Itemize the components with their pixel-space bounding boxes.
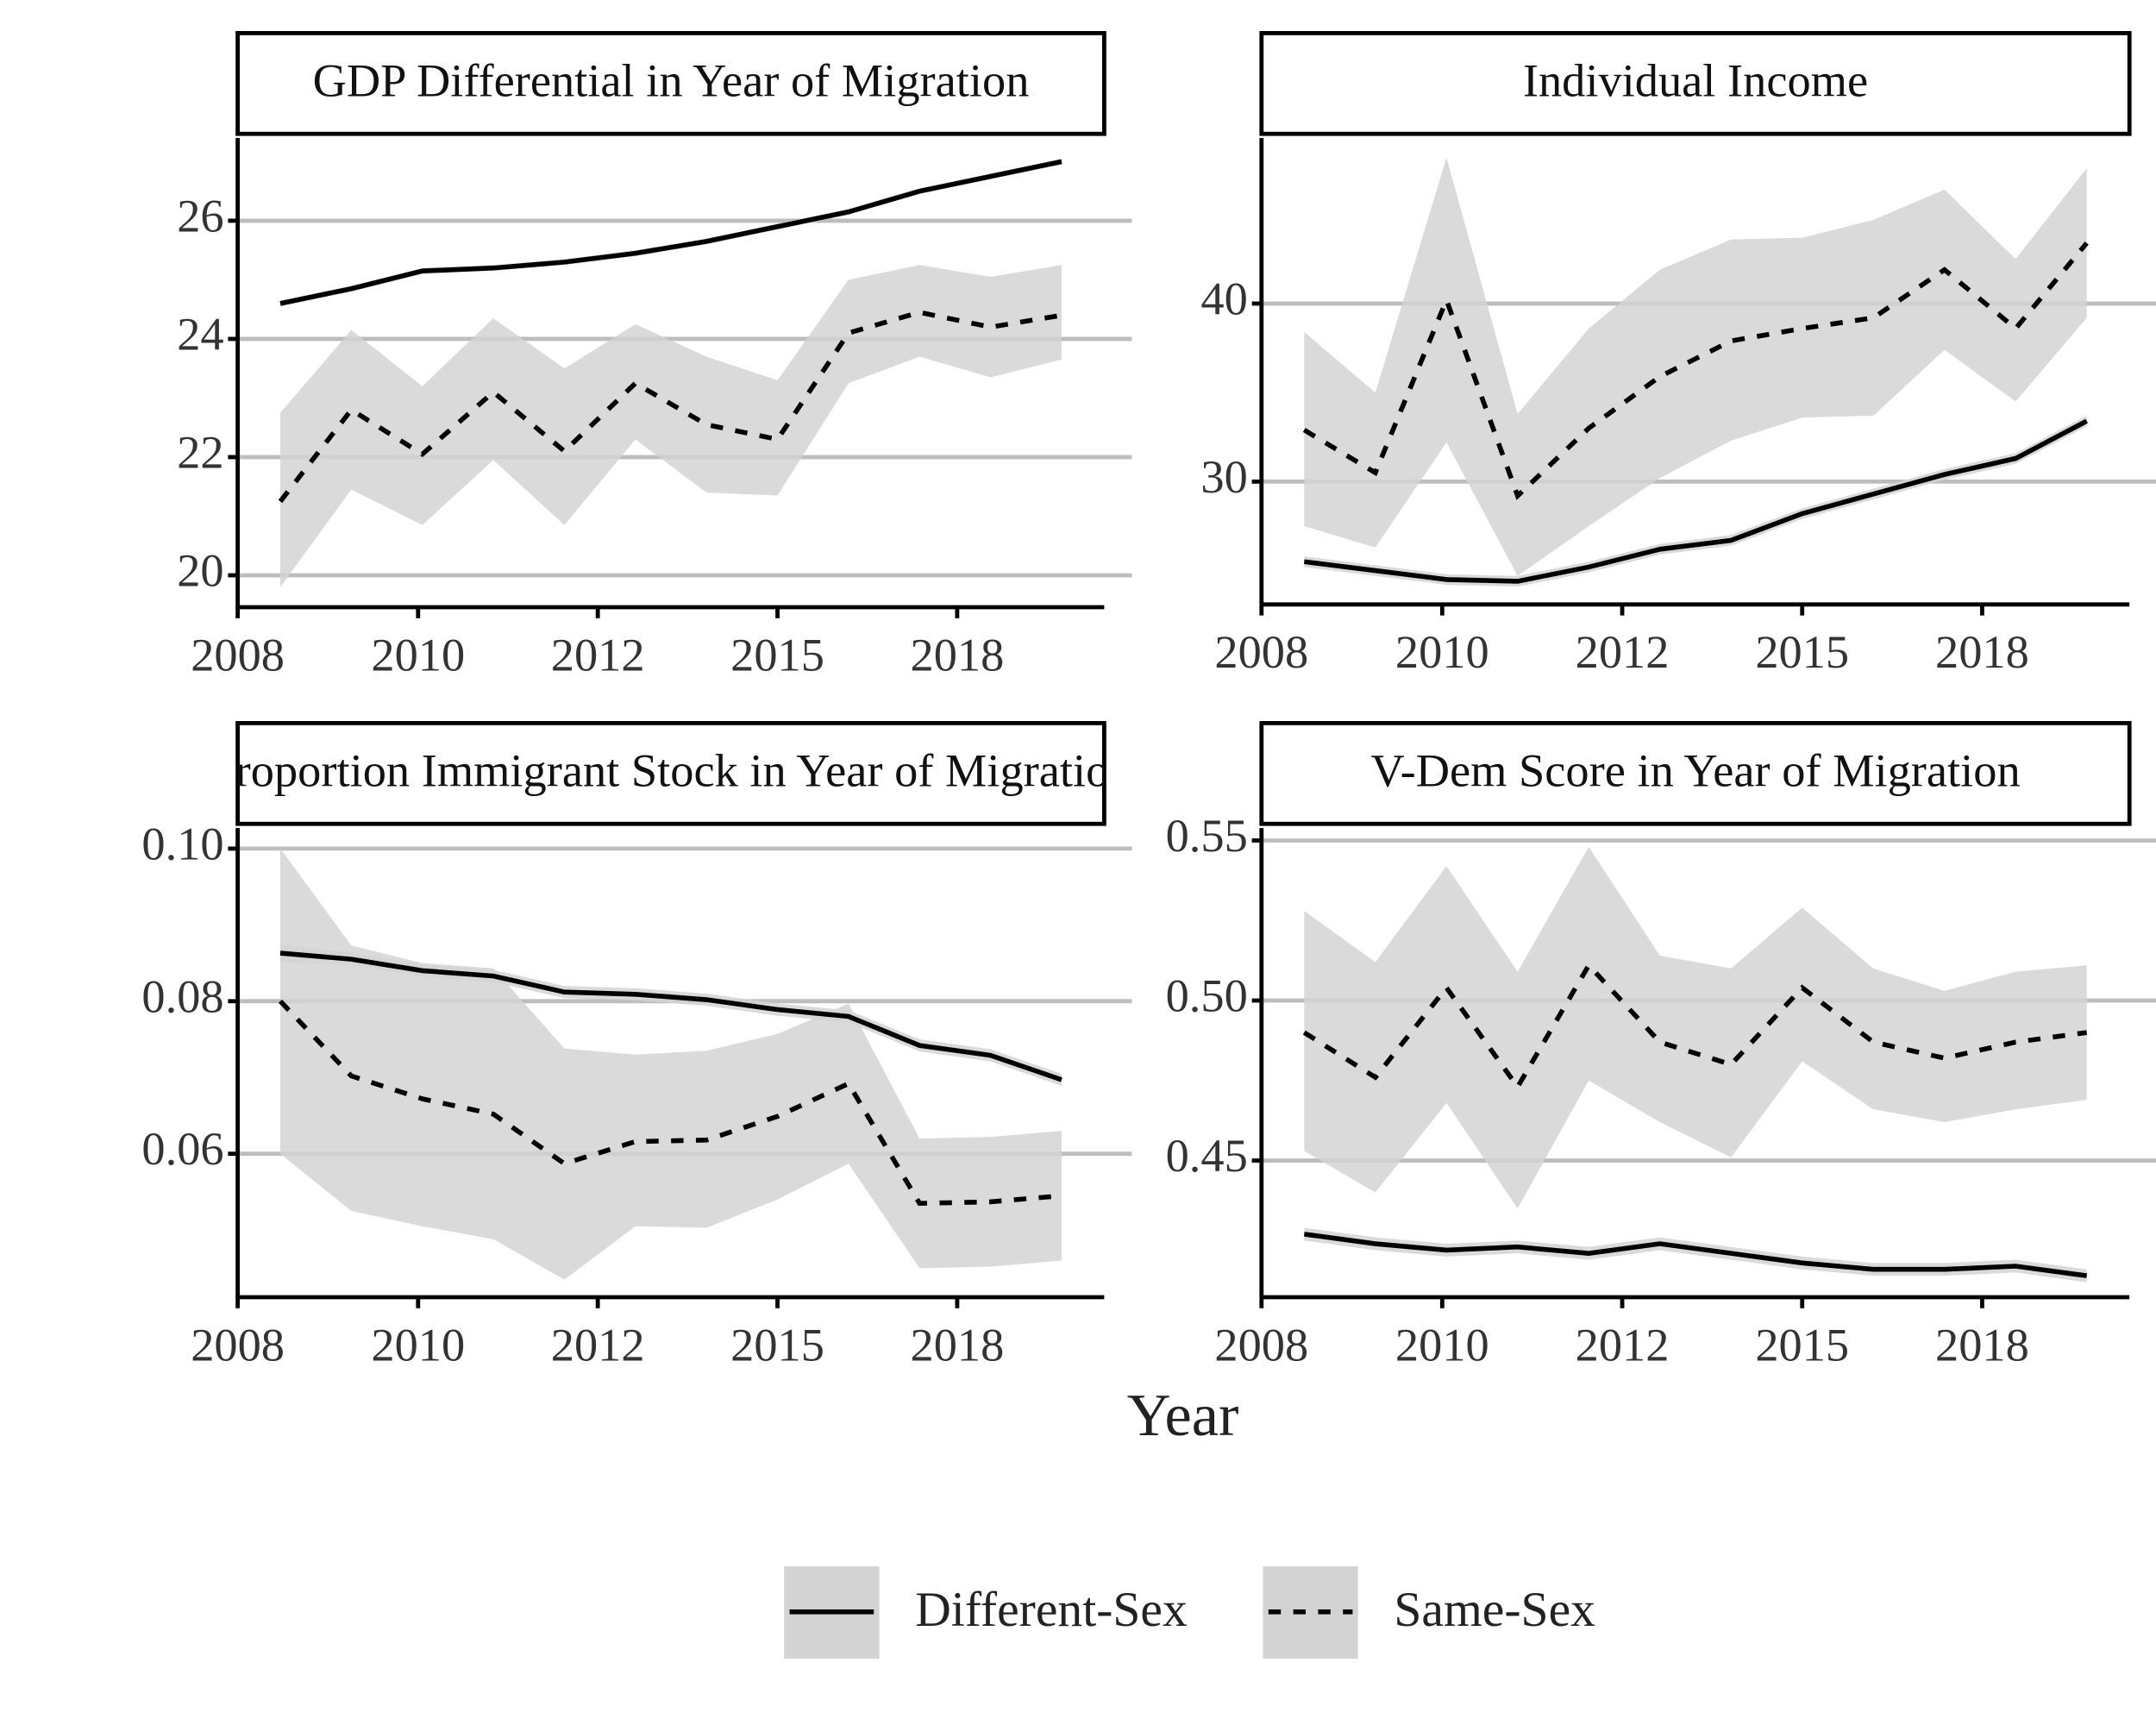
y-tick-label: 0.55 — [1166, 810, 1248, 862]
x-tick-label: 2012 — [551, 629, 645, 681]
x-axis-title: Year — [1127, 1382, 1239, 1449]
x-tick-label: 2012 — [551, 1319, 645, 1371]
x-tick-label: 2010 — [1395, 1319, 1489, 1371]
legend-item: Different-Sex — [784, 1566, 1188, 1659]
x-tick-label: 2012 — [1576, 626, 1670, 678]
y-tick-label: 26 — [177, 190, 223, 242]
x-tick-label: 2012 — [1576, 1319, 1670, 1371]
y-tick-label: 40 — [1200, 273, 1247, 324]
x-tick-label: 2018 — [911, 629, 1005, 681]
x-tick-label: 2018 — [911, 1319, 1005, 1371]
legend-label: Same-Sex — [1394, 1583, 1595, 1637]
x-tick-label: 2015 — [1755, 626, 1849, 678]
y-tick-label: 0.45 — [1166, 1130, 1248, 1182]
x-tick-label: 2008 — [191, 1319, 285, 1371]
x-tick-label: 2018 — [1935, 1319, 2029, 1371]
panel: Proportion Immigrant Stock in Year of Mi… — [141, 721, 1132, 1371]
x-tick-label: 2015 — [730, 629, 824, 681]
series-line — [1303, 418, 2089, 584]
y-tick-label: 0.10 — [141, 818, 223, 869]
confidence-band — [280, 848, 1062, 1280]
panel-title: Individual Income — [1523, 55, 1868, 107]
x-tick-label: 2008 — [1214, 626, 1308, 678]
y-tick-label: 0.06 — [141, 1123, 223, 1175]
strip-box — [1259, 31, 2132, 136]
x-tick-label: 2015 — [1755, 1319, 1849, 1371]
x-tick-label: 2010 — [1395, 626, 1489, 678]
x-tick-label: 2008 — [191, 629, 285, 681]
panel-title: Proportion Immigrant Stock in Year of Mi… — [209, 745, 1132, 797]
x-tick-label: 2010 — [371, 629, 465, 681]
panel: Individual Income 30 40 2008 2010 2012 2015 201… — [1200, 31, 2156, 678]
series-line — [279, 159, 1062, 306]
y-tick-label: 22 — [177, 426, 223, 478]
panel: V-Dem Score in Year of Migration 0.45 0.50… — [1166, 721, 2156, 1371]
series-line — [278, 310, 1062, 504]
x-tick-label: 2008 — [1214, 1319, 1308, 1371]
confidence-band — [1304, 157, 2087, 576]
y-tick-label: 24 — [177, 308, 223, 360]
y-tick-label: 0.08 — [141, 970, 223, 1022]
x-tick-label: 2015 — [730, 1319, 824, 1371]
series-line — [279, 950, 1062, 1082]
series-line — [1302, 241, 2089, 500]
strip-box — [1259, 721, 2132, 826]
confidence-band — [1304, 846, 2087, 1209]
series-line — [1303, 1232, 2088, 1278]
y-tick-label: 0.50 — [1166, 969, 1248, 1021]
series-line — [1302, 961, 2088, 1092]
strip-box — [235, 31, 1106, 136]
legend-item: Same-Sex — [1263, 1566, 1595, 1659]
panel: GDP Differential in Year of Migration 20 2… — [177, 31, 1132, 681]
strip-box — [235, 721, 1106, 826]
confidence-band — [280, 265, 1062, 587]
confidence-band — [1304, 1227, 2087, 1283]
y-tick-label: 30 — [1200, 451, 1247, 503]
panel-title: GDP Differential in Year of Migration — [313, 55, 1030, 107]
y-tick-label: 20 — [177, 544, 223, 596]
x-tick-label: 2010 — [371, 1319, 465, 1371]
x-tick-label: 2018 — [1935, 626, 2029, 678]
legend-label: Different-Sex — [915, 1583, 1188, 1637]
panel-title: V-Dem Score in Year of Migration — [1370, 745, 2020, 797]
